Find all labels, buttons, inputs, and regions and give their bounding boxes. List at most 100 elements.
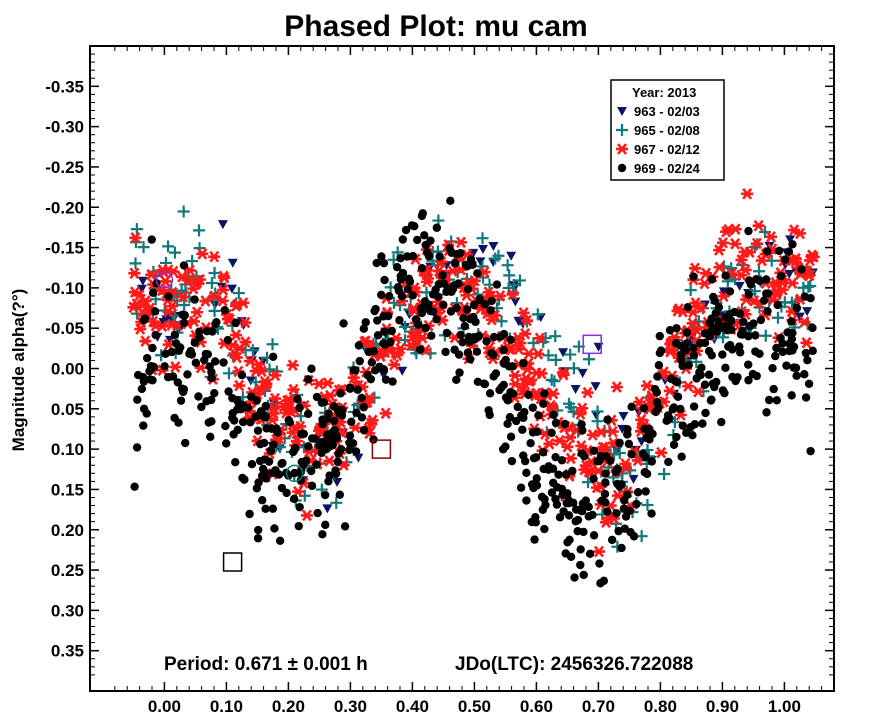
point-969 (417, 211, 427, 221)
point-969 (784, 247, 794, 256)
point-969 (623, 430, 632, 439)
point-969 (179, 261, 189, 270)
point-969 (345, 383, 355, 392)
point-969 (640, 424, 649, 434)
point-969 (503, 419, 512, 429)
point-969 (579, 570, 588, 580)
point-965 (613, 447, 626, 460)
point-967 (129, 232, 142, 244)
point-969 (576, 560, 585, 570)
point-967 (729, 238, 742, 250)
point-969 (664, 457, 673, 467)
point-965 (641, 498, 654, 511)
point-969 (373, 316, 382, 325)
point-967 (313, 378, 326, 390)
point-967 (365, 417, 378, 429)
point-969 (130, 482, 139, 491)
point-969 (547, 428, 556, 438)
point-967 (738, 246, 751, 258)
point-969 (797, 265, 806, 274)
point-969 (771, 351, 780, 361)
point-969 (170, 330, 180, 340)
point-969 (460, 321, 470, 331)
point-969 (669, 403, 679, 412)
point-963 (734, 281, 745, 291)
point-969 (627, 402, 636, 412)
point-969 (373, 331, 383, 340)
highlight-box (222, 552, 243, 572)
point-969 (294, 521, 303, 531)
point-969 (220, 305, 229, 315)
point-969 (285, 418, 294, 427)
point-969 (469, 312, 478, 322)
point-969 (442, 328, 452, 338)
point-969 (532, 474, 541, 483)
point-969 (655, 331, 664, 341)
point-969 (629, 532, 639, 541)
point-969 (522, 496, 531, 505)
x-tick-label: 0.80 (644, 697, 677, 716)
point-969 (303, 409, 313, 419)
point-969 (456, 330, 465, 340)
point-969 (264, 457, 274, 466)
point-963 (378, 370, 389, 380)
point-963 (506, 251, 517, 261)
point-963 (628, 474, 639, 484)
point-969 (762, 408, 771, 417)
point-969 (499, 345, 508, 355)
point-969 (147, 235, 156, 244)
x-tick-label: 0.50 (458, 697, 491, 716)
point-969 (701, 408, 710, 418)
point-969 (268, 352, 278, 361)
point-965 (330, 496, 343, 509)
point-965 (716, 331, 729, 344)
y-tick-label: -0.25 (45, 158, 84, 177)
point-969 (600, 489, 610, 499)
point-967 (561, 440, 574, 453)
point-969 (584, 512, 593, 521)
point-965 (263, 363, 276, 376)
point-969 (452, 375, 461, 384)
point-967 (446, 265, 459, 277)
point-963 (577, 368, 588, 378)
point-969 (560, 419, 570, 429)
point-965 (266, 338, 279, 351)
point-967 (698, 277, 711, 290)
point-967 (190, 278, 203, 290)
point-969 (261, 401, 271, 411)
point-969 (681, 346, 691, 355)
point-969 (398, 268, 408, 278)
point-967 (547, 387, 560, 400)
point-965 (205, 276, 218, 289)
point-963 (249, 347, 260, 357)
point-969 (345, 431, 355, 440)
point-967 (282, 398, 295, 410)
point-969 (420, 231, 429, 240)
point-963 (477, 245, 488, 255)
point-969 (544, 465, 553, 474)
point-969 (737, 330, 747, 339)
point-969 (782, 361, 791, 370)
point-967 (128, 286, 141, 298)
point-969 (652, 397, 662, 407)
point-969 (133, 395, 142, 404)
point-965 (567, 362, 580, 375)
point-969 (716, 323, 726, 332)
point-969 (348, 439, 358, 448)
point-969 (404, 274, 414, 283)
point-969 (780, 255, 790, 264)
point-969 (233, 405, 242, 414)
chart-title: Phased Plot: mu cam (284, 10, 587, 43)
y-tick-label: 0.35 (51, 642, 84, 661)
point-969 (698, 419, 707, 428)
point-969 (336, 407, 346, 416)
point-969 (581, 496, 590, 505)
point-969 (540, 524, 549, 534)
point-967 (764, 230, 777, 243)
point-969 (707, 275, 717, 284)
point-969 (191, 358, 201, 367)
point-967 (806, 249, 819, 262)
point-965 (759, 329, 772, 342)
point-967 (165, 319, 178, 331)
point-967 (581, 386, 594, 399)
